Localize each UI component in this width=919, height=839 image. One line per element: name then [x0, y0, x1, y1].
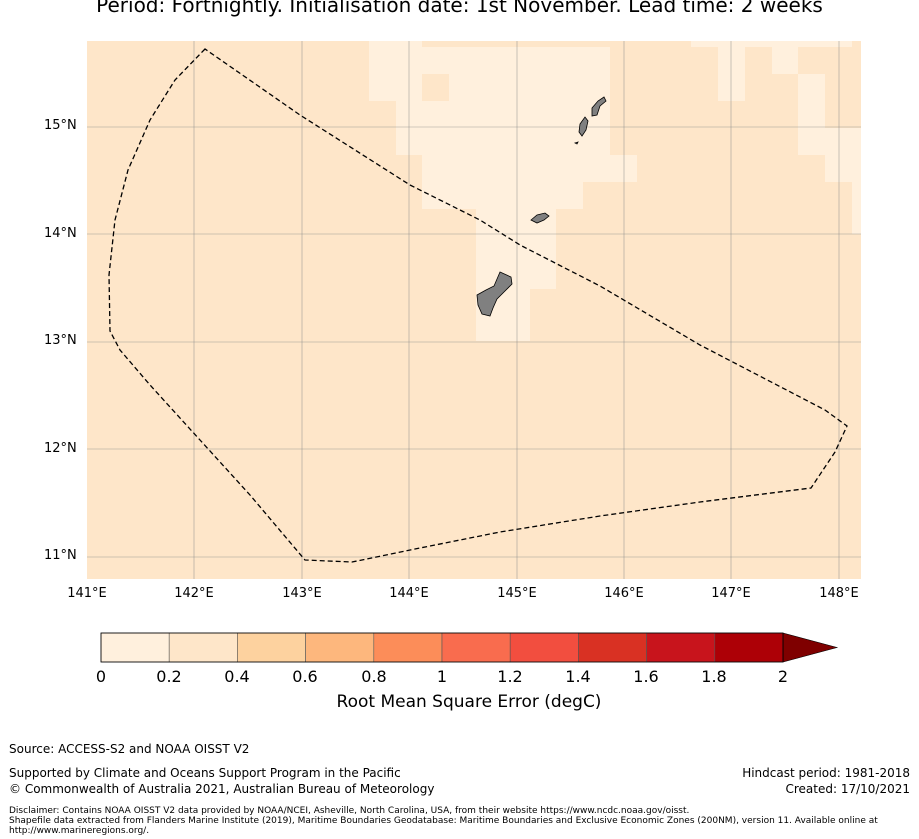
- lat-label-15: 15°N: [44, 118, 77, 133]
- lat-label-12: 12°N: [44, 441, 77, 456]
- colorbar-swatch: [578, 632, 647, 663]
- lon-label-141: 141°E: [67, 586, 107, 601]
- low-error-cell: [718, 47, 745, 101]
- disclaimer-line-1: Disclaimer: Contains NOAA OISST V2 data …: [9, 806, 690, 816]
- disclaimer-line-2: Shapefile data extracted from Flanders M…: [9, 816, 878, 836]
- lat-label-13: 13°N: [44, 333, 77, 348]
- gridlines: [87, 41, 861, 579]
- lon-label-143: 143°E: [282, 586, 322, 601]
- colorbar-swatch: [646, 632, 716, 663]
- colorbar-swatch: [100, 632, 170, 663]
- supported-text: Supported by Climate and Oceans Support …: [9, 766, 401, 780]
- colorbar-tick: 1.6: [633, 667, 659, 686]
- low-error-cell: [396, 101, 610, 155]
- lon-label-142: 142°E: [174, 586, 214, 601]
- colorbar-label: Root Mean Square Error (degC): [336, 692, 602, 712]
- lat-label-11: 11°N: [44, 548, 77, 563]
- colorbar-tick: 0: [95, 667, 107, 686]
- island-saipan: [591, 96, 607, 117]
- lon-label-144: 144°E: [389, 586, 429, 601]
- colorbar-tick: 1.8: [701, 667, 727, 686]
- colorbar-tick: 0.4: [224, 667, 250, 686]
- low-error-cell: [476, 209, 556, 289]
- created-date-text: Created: 17/10/2021: [785, 782, 910, 796]
- colorbar-extend-arrow: [782, 632, 839, 663]
- colorbar-tick: 1.2: [497, 667, 523, 686]
- colorbar-tick: 1.4: [565, 667, 591, 686]
- colorbar-tick: 0.2: [156, 667, 182, 686]
- copyright-text: © Commonwealth of Australia 2021, Austra…: [9, 782, 435, 796]
- hindcast-period-text: Hindcast period: 1981-2018: [742, 766, 910, 780]
- low-error-cell: [422, 155, 637, 182]
- colorbar-tick: 1: [436, 667, 448, 686]
- lon-label-146: 146°E: [604, 586, 644, 601]
- colorbar-swatch: [373, 632, 443, 663]
- low-error-cell: [422, 47, 610, 74]
- land: [476, 96, 607, 317]
- low-error-cell: [369, 41, 422, 101]
- disclaimer-block: Disclaimer: Contains NOAA OISST V2 data …: [9, 806, 914, 836]
- colorbar: [100, 632, 839, 663]
- colorbar-swatch: [237, 632, 306, 663]
- colorbar-swatch: [509, 632, 579, 663]
- low-error-cell: [691, 41, 852, 47]
- chart-title: Period: Fortnightly. Initialisation date…: [96, 0, 823, 17]
- colorbar-tick: 0.8: [361, 667, 387, 686]
- colorbar-swatch: [714, 632, 784, 663]
- low-error-cell: [449, 74, 610, 101]
- colorbar-swatch: [305, 632, 375, 663]
- colorbar-tick: 0.6: [292, 667, 318, 686]
- eez-boundary: [108, 48, 848, 563]
- low-error-cell: [772, 47, 798, 74]
- lon-label-145: 145°E: [497, 586, 537, 601]
- low-error-cell: [825, 128, 861, 182]
- island-aguijan: [573, 141, 579, 145]
- low-error-cell: [798, 74, 825, 155]
- low-error-cell: [852, 182, 861, 234]
- colorbar-swatch: [441, 632, 511, 663]
- source-text: Source: ACCESS-S2 and NOAA OISST V2: [9, 742, 250, 756]
- lon-label-148: 148°E: [819, 586, 859, 601]
- low-error-cell: [422, 182, 583, 209]
- lon-label-147: 147°E: [711, 586, 751, 601]
- island-rota: [530, 212, 550, 224]
- lat-label-14: 14°N: [44, 226, 77, 241]
- island-guam: [476, 271, 513, 317]
- low-error-cells: [369, 41, 861, 341]
- colorbar-frame: [100, 632, 784, 663]
- island-tinian: [578, 116, 589, 137]
- colorbar-swatch: [168, 632, 238, 663]
- colorbar-tick: 2: [777, 667, 789, 686]
